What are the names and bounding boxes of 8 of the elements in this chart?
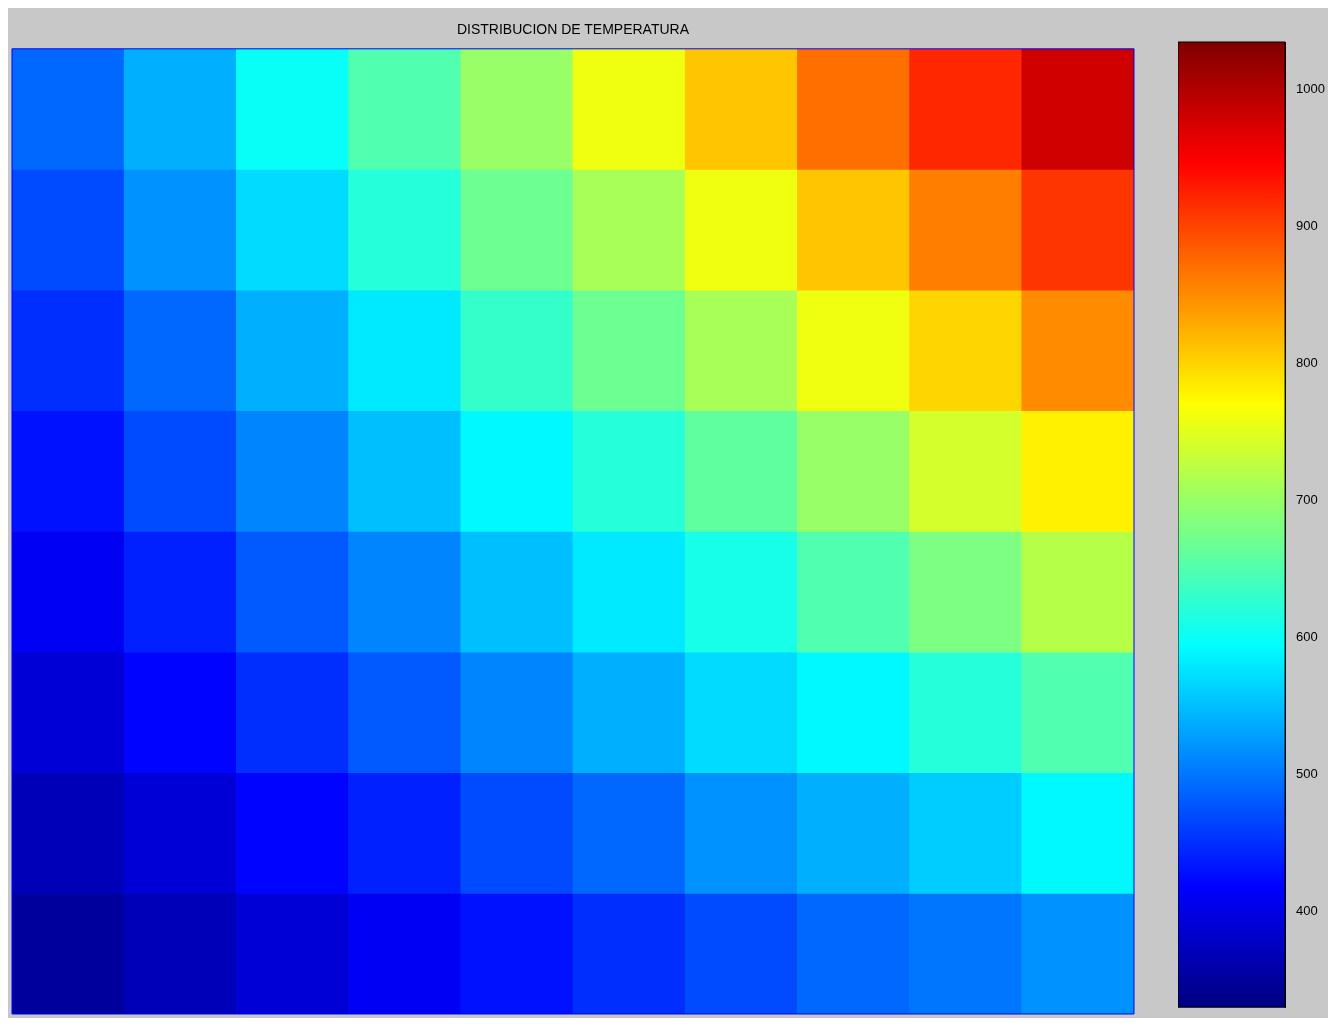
color-bar-label: 500 [1296, 766, 1318, 782]
color-bar-label: 800 [1296, 355, 1318, 371]
color-bar-label: 700 [1296, 492, 1318, 508]
chart-title: DISTRIBUCION DE TEMPERATURA [456, 21, 690, 38]
color-bar-label: 400 [1296, 902, 1318, 918]
color-bar-label: 600 [1296, 629, 1318, 645]
color-bar-label: 900 [1296, 218, 1318, 234]
color-bar-label: 1000 [1296, 81, 1325, 97]
